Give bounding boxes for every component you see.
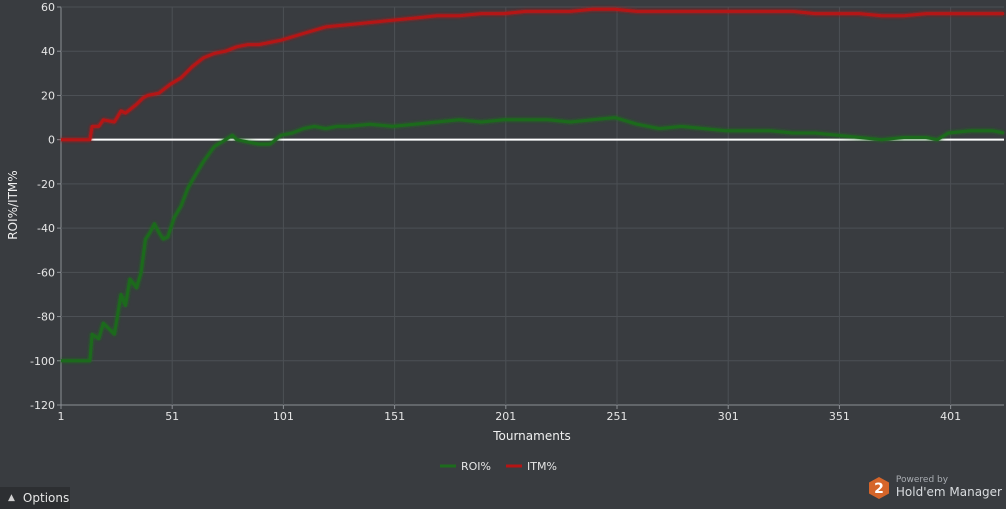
series-lines — [61, 7, 1005, 363]
x-tick-label: 51 — [165, 410, 179, 423]
x-tick-label: 101 — [273, 410, 294, 423]
hexagon-logo-icon: 2 — [868, 477, 889, 499]
series-line-itm — [61, 7, 1004, 142]
legend-label: ROI% — [461, 460, 491, 473]
y-tick-label: -100 — [30, 355, 55, 368]
legend[interactable]: ROI% ITM% — [440, 460, 557, 473]
caret-up-icon: ▲ — [8, 493, 15, 503]
y-tick-label: -80 — [37, 311, 55, 324]
y-tick-label: 20 — [41, 89, 55, 102]
y-tick-label: -20 — [37, 178, 55, 191]
x-axis-title: Tournaments — [492, 429, 571, 443]
y-tick-label: -120 — [30, 399, 55, 412]
options-label: Options — [22, 491, 70, 505]
y-axis-title: ROI%/ITM% — [6, 170, 20, 239]
options-button[interactable]: ▲ Options — [0, 487, 70, 509]
y-tick-label: 0 — [48, 134, 55, 147]
x-tick-label: 301 — [718, 410, 739, 423]
brand-powered-text: Powered by — [895, 475, 949, 486]
series-line-roi — [61, 116, 1005, 363]
grid — [60, 6, 1004, 406]
x-tick-label: 151 — [384, 410, 405, 423]
x-tick-label: 201 — [495, 410, 516, 423]
brand-logo-digit: 2 — [874, 481, 884, 497]
x-tick-label: 351 — [829, 410, 850, 423]
legend-item-roi[interactable]: ROI% — [440, 460, 491, 473]
y-tick-label: 60 — [41, 1, 55, 14]
legend-item-itm[interactable]: ITM% — [506, 460, 557, 473]
brand-name-text: Hold'em Manager — [895, 485, 1002, 500]
x-tick-label: 1 — [58, 410, 65, 423]
x-tick-label: 401 — [940, 410, 961, 423]
x-tick-label: 251 — [607, 410, 628, 423]
y-tick-label: 40 — [41, 45, 55, 58]
y-tick-label: -40 — [37, 222, 55, 235]
legend-label: ITM% — [527, 460, 557, 473]
brand-logo-block: 2 Powered by Hold'em Manager — [868, 476, 1002, 500]
y-tick-label: -60 — [37, 266, 55, 279]
